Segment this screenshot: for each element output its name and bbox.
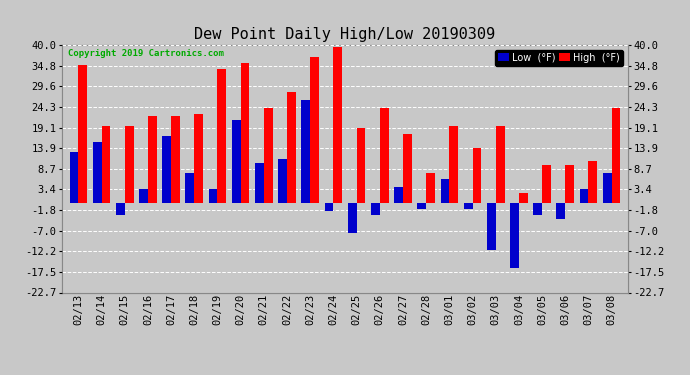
Bar [287, 92, 296, 203]
Bar [380, 108, 388, 203]
Bar [510, 203, 519, 268]
Bar [357, 128, 366, 203]
Bar [264, 108, 273, 203]
Title: Dew Point Daily High/Low 20190309: Dew Point Daily High/Low 20190309 [195, 27, 495, 42]
Bar [464, 203, 473, 209]
Bar [333, 47, 342, 203]
Bar [426, 173, 435, 203]
Bar [495, 126, 504, 203]
Bar [186, 173, 195, 203]
Bar [394, 187, 403, 203]
Bar [324, 203, 333, 211]
Bar [611, 108, 620, 203]
Bar [116, 203, 125, 215]
Bar [139, 189, 148, 203]
Bar [70, 152, 79, 203]
Bar [148, 116, 157, 203]
Bar [255, 164, 264, 203]
Bar [208, 189, 217, 203]
Bar [473, 148, 482, 203]
Bar [371, 203, 380, 215]
Bar [79, 65, 87, 203]
Bar [403, 134, 412, 203]
Bar [241, 63, 250, 203]
Bar [162, 136, 171, 203]
Bar [92, 142, 101, 203]
Bar [171, 116, 180, 203]
Legend: Low  (°F), High  (°F): Low (°F), High (°F) [495, 50, 623, 66]
Bar [302, 100, 310, 203]
Bar [589, 162, 598, 203]
Bar [533, 203, 542, 215]
Bar [565, 165, 574, 203]
Bar [449, 126, 458, 203]
Bar [348, 203, 357, 232]
Bar [278, 159, 287, 203]
Bar [556, 203, 565, 219]
Bar [440, 179, 449, 203]
Bar [195, 114, 203, 203]
Bar [580, 189, 589, 203]
Bar [487, 203, 495, 250]
Bar [232, 120, 241, 203]
Bar [417, 203, 426, 209]
Text: Copyright 2019 Cartronics.com: Copyright 2019 Cartronics.com [68, 49, 224, 58]
Bar [101, 126, 110, 203]
Bar [542, 165, 551, 203]
Bar [519, 193, 528, 203]
Bar [603, 173, 611, 203]
Bar [125, 126, 134, 203]
Bar [310, 57, 319, 203]
Bar [217, 69, 226, 203]
